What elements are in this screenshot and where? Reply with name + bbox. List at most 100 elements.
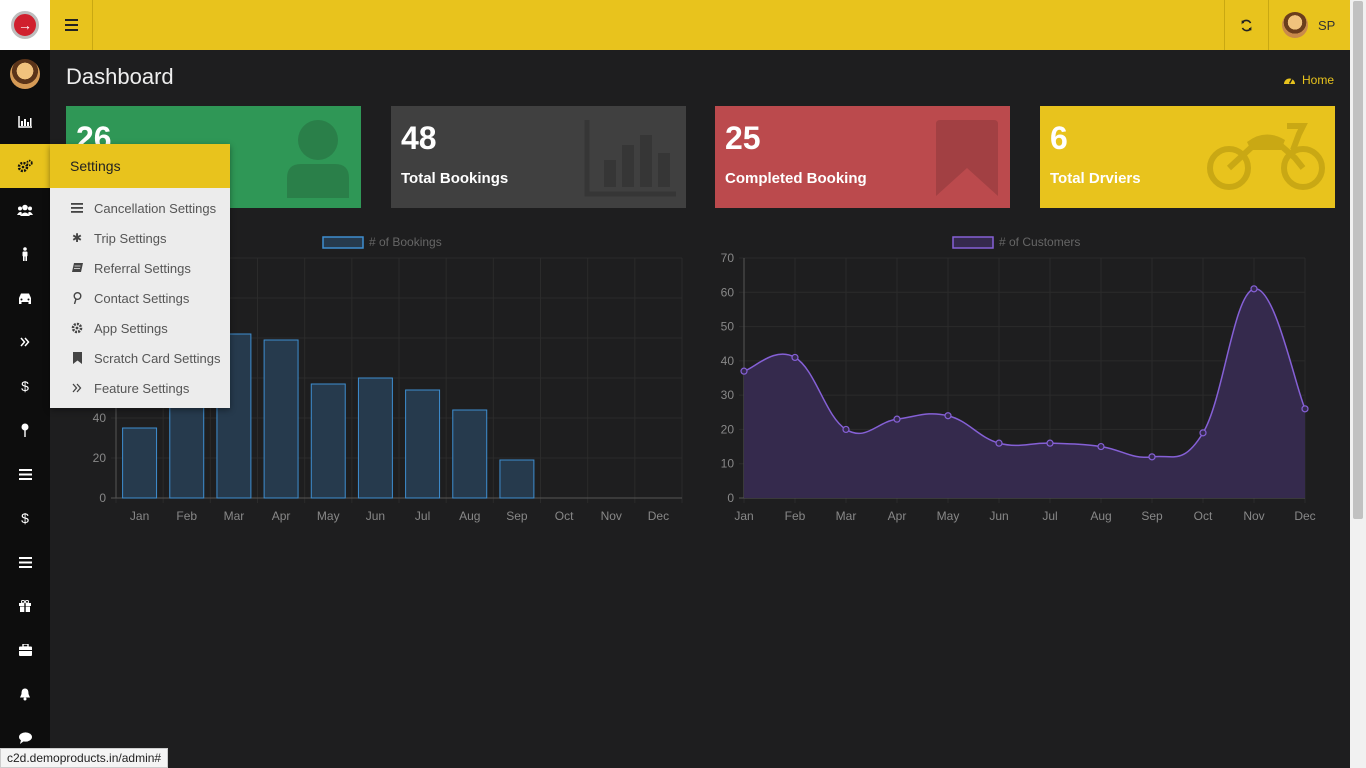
stat-card-completed[interactable]: 25 Completed Booking [715, 106, 1010, 208]
y-tick-label: 70 [721, 251, 735, 265]
y-tick-label: 0 [727, 491, 734, 505]
menu-item-feature-settings[interactable]: Feature Settings [70, 378, 189, 398]
sidebar-item-dashboard[interactable] [0, 100, 50, 144]
double-chevron-icon [20, 337, 30, 347]
sidebar: $ $ [0, 50, 50, 768]
chat-icon [18, 732, 32, 744]
bar [263, 339, 299, 499]
x-tick-label: Nov [1243, 509, 1264, 523]
menu-item-app-settings[interactable]: App Settings [70, 318, 168, 338]
settings-menu-title: Settings [50, 144, 230, 188]
sidebar-item-users[interactable] [0, 188, 50, 232]
user-menu[interactable]: SP [1282, 0, 1350, 50]
pin-icon [70, 292, 84, 304]
breadcrumb[interactable]: Home [1283, 73, 1334, 87]
x-tick-label: Dec [648, 509, 669, 523]
menu-item-label: Scratch Card Settings [94, 350, 221, 366]
users-icon [17, 204, 33, 216]
x-tick-label: Jan [130, 509, 149, 523]
x-tick-label: Feb [176, 509, 197, 523]
sidebar-item-notifications[interactable] [0, 672, 50, 716]
menu-item-referral-settings[interactable]: Referral Settings [70, 258, 191, 278]
list-icon [18, 556, 32, 568]
stat-label: Completed Booking [725, 170, 867, 187]
bar [169, 397, 205, 499]
x-tick-label: Apr [272, 509, 291, 523]
x-tick-label: Mar [836, 509, 857, 523]
y-tick-label: 50 [721, 320, 735, 334]
stat-label: Total Bookings [401, 170, 509, 187]
x-tick-label: Aug [459, 509, 480, 523]
app-logo[interactable]: → [0, 0, 50, 50]
bar [122, 427, 158, 499]
scrollbar-thumb[interactable] [1353, 1, 1363, 519]
sidebar-item-business[interactable] [0, 628, 50, 672]
menu-item-label: Contact Settings [94, 290, 190, 306]
hamburger-icon [64, 19, 78, 31]
x-tick-label: Nov [601, 509, 622, 523]
menu-item-label: Referral Settings [94, 260, 191, 276]
sidebar-item-vehicles[interactable] [0, 276, 50, 320]
x-tick-label: Mar [224, 509, 245, 523]
series-line [743, 288, 1306, 459]
user-bg-icon [287, 120, 349, 198]
dollar-icon: $ [21, 378, 29, 394]
legend-label: # of Customers [999, 235, 1080, 249]
sidebar-avatar[interactable] [10, 59, 40, 89]
area-fill [744, 288, 1305, 498]
x-tick-label: Dec [1294, 509, 1315, 523]
x-tick-label: Jul [415, 509, 430, 523]
sidebar-item-payments[interactable]: $ [0, 364, 50, 408]
sidebar-item-locations[interactable] [0, 408, 50, 452]
menu-toggle-button[interactable] [50, 0, 93, 50]
y-tick-label: 40 [93, 411, 107, 425]
data-point [893, 415, 901, 423]
sidebar-item-messages[interactable] [0, 716, 50, 760]
stat-value: 48 [401, 120, 437, 156]
menu-item-trip-settings[interactable]: ✱ Trip Settings [70, 228, 167, 248]
bell-icon [20, 688, 30, 700]
bookmark-bg-icon [936, 120, 998, 196]
bar-chart-bg-icon [584, 120, 676, 197]
y-tick-label: 60 [721, 285, 735, 299]
settings-flyout-menu: Settings Cancellation Settings ✱ Trip Se… [50, 144, 230, 408]
list-icon [70, 203, 84, 213]
menu-item-cancellation-settings[interactable]: Cancellation Settings [70, 198, 216, 218]
menu-item-scratch-card-settings[interactable]: Scratch Card Settings [70, 348, 220, 368]
legend-swatch [952, 236, 994, 249]
x-tick-label: Sep [1141, 509, 1163, 523]
car-icon [19, 293, 31, 304]
menu-item-contact-settings[interactable]: Contact Settings [70, 288, 189, 308]
sidebar-item-earnings[interactable]: $ [0, 496, 50, 540]
sidebar-item-list-2[interactable] [0, 540, 50, 584]
x-tick-label: May [937, 509, 960, 523]
x-tick-label: May [317, 509, 340, 523]
person-icon [22, 247, 28, 261]
data-point [1046, 439, 1054, 447]
data-point [791, 353, 799, 362]
x-tick-label: Aug [1090, 509, 1111, 523]
motorcycle-bg-icon [1207, 123, 1325, 190]
menu-item-label: Trip Settings [94, 230, 167, 246]
bar-chart-icon [18, 116, 32, 128]
sidebar-item-person[interactable] [0, 232, 50, 276]
refresh-button[interactable] [1224, 0, 1269, 50]
sidebar-item-list-1[interactable] [0, 452, 50, 496]
stat-card-drivers[interactable]: 6 Total Drviers [1040, 106, 1335, 208]
sidebar-item-rewards[interactable] [0, 584, 50, 628]
x-tick-label: Sep [506, 509, 528, 523]
x-tick-label: Apr [888, 509, 907, 523]
stat-value: 6 [1050, 120, 1068, 156]
data-point [1097, 442, 1105, 451]
sidebar-item-routes[interactable] [0, 320, 50, 364]
breadcrumb-home-link[interactable]: Home [1301, 73, 1334, 87]
stat-card-bookings[interactable]: 48 Total Bookings [391, 106, 686, 208]
list-icon [18, 468, 32, 480]
y-tick-label: 20 [93, 451, 107, 465]
y-tick-label: 20 [721, 422, 735, 436]
menu-item-label: App Settings [94, 320, 168, 336]
y-tick-label: 30 [721, 388, 735, 402]
sidebar-item-settings[interactable] [0, 144, 50, 188]
page-scrollbar[interactable] [1350, 0, 1366, 768]
x-tick-label: Jun [989, 509, 1008, 523]
